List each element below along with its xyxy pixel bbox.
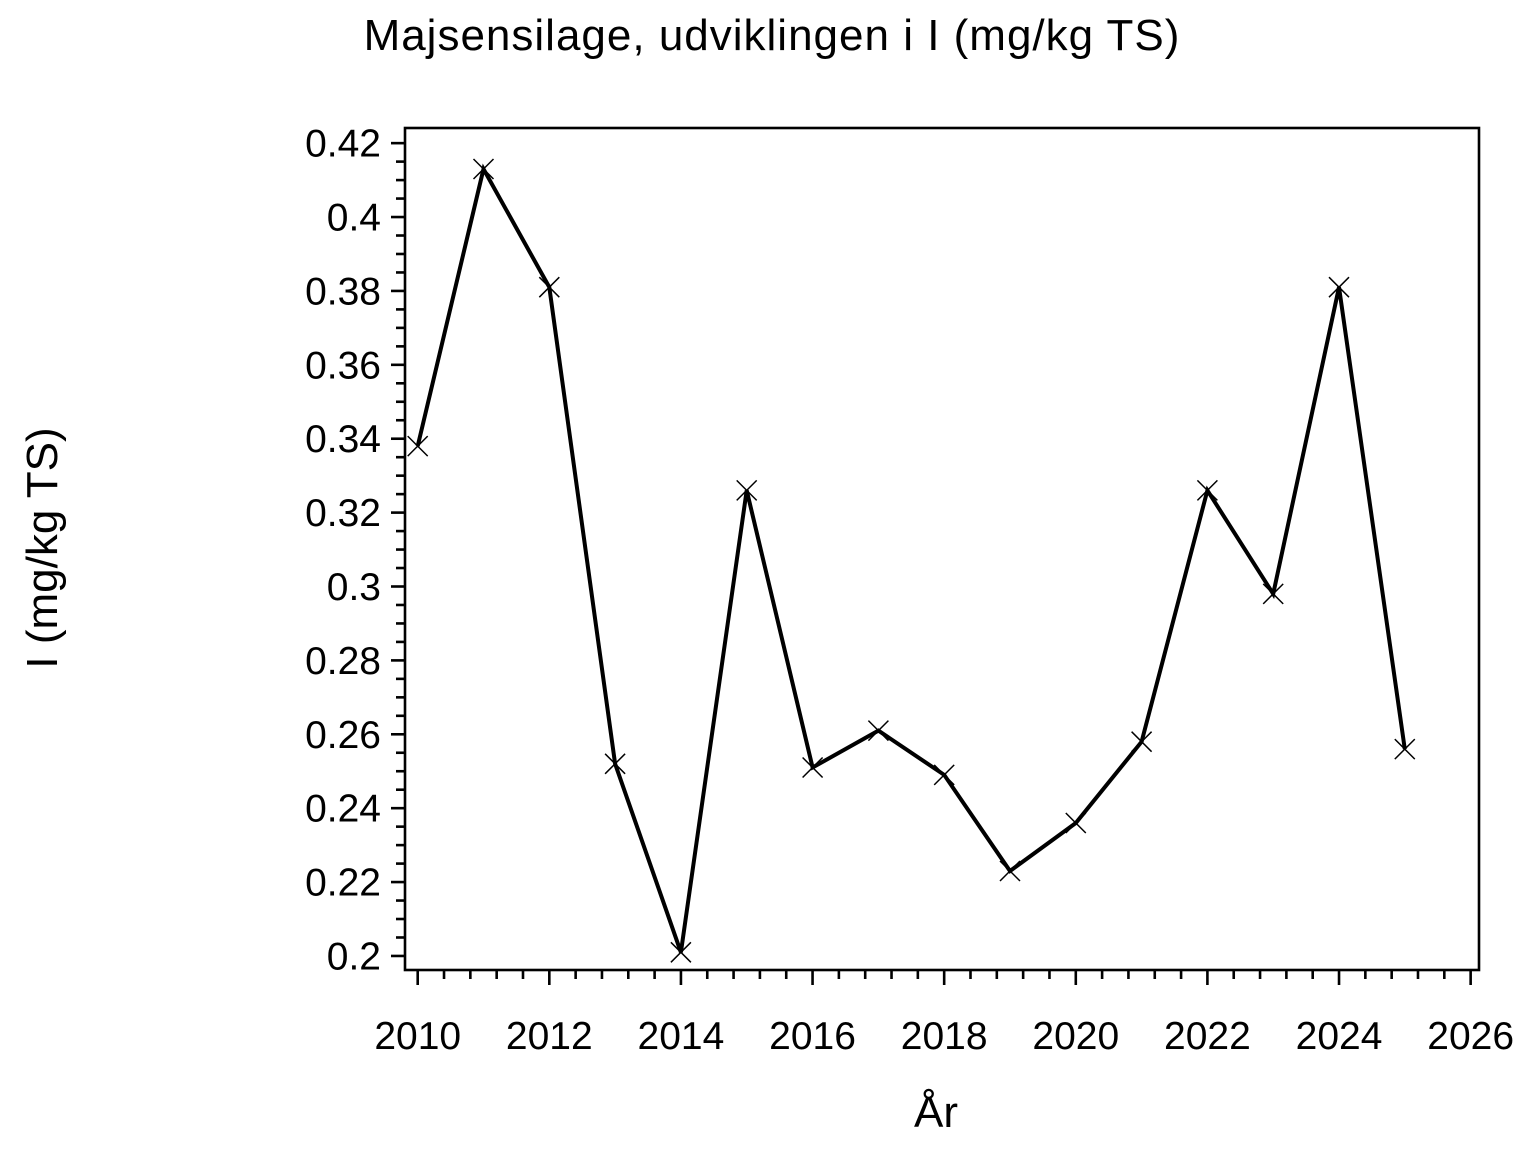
y-tick-label: 0.42 (305, 123, 381, 166)
x-tick-label: 2012 (506, 1015, 593, 1058)
y-axis-ticks: 0.2 0.22 0.24 0.26 0.28 0.3 0.32 0.34 0.36 0.38 0.… (305, 123, 405, 978)
y-tick-label: 0.28 (305, 640, 381, 683)
x-tick-label: 2018 (901, 1015, 988, 1058)
plot-frame-rect (403, 126, 1481, 972)
x-tick-label: 2020 (1032, 1015, 1119, 1058)
y-tick-label: 0.22 (305, 862, 381, 905)
data-markers (407, 158, 1416, 963)
x-tick-label: 2016 (769, 1015, 856, 1058)
x-tick-label: 2024 (1296, 1015, 1383, 1058)
data-line (415, 163, 1407, 953)
series-line (415, 163, 1407, 953)
y-tick-label: 0.38 (305, 270, 381, 313)
y-tick-label: 0.4 (327, 197, 381, 240)
x-marker-path (407, 158, 1416, 963)
y-axis-title: I (mg/kg TS) (18, 427, 67, 668)
plot-frame (403, 126, 1481, 972)
x-tick-label: 2026 (1427, 1015, 1514, 1058)
y-tick-label: 0.2 (327, 935, 381, 978)
x-tick-label: 2022 (1164, 1015, 1251, 1058)
y-tick-label: 0.36 (305, 344, 381, 387)
x-tick-label: 2010 (374, 1015, 461, 1058)
y-tick-label: 0.34 (305, 418, 381, 461)
x-tick-label: 2014 (638, 1015, 725, 1058)
y-tick-label: 0.24 (305, 788, 381, 831)
y-tick-label: 0.26 (305, 714, 381, 757)
x-axis-title: År (914, 1088, 958, 1137)
x-axis-ticks: 2010 2012 2014 2016 2018 2020 2022 2024 2026 (374, 970, 1514, 1058)
y-tick-label: 0.32 (305, 492, 381, 535)
chart-title: Majsensilage, udviklingen i I (mg/kg TS) (364, 11, 1181, 60)
y-tick-label: 0.3 (327, 566, 381, 609)
